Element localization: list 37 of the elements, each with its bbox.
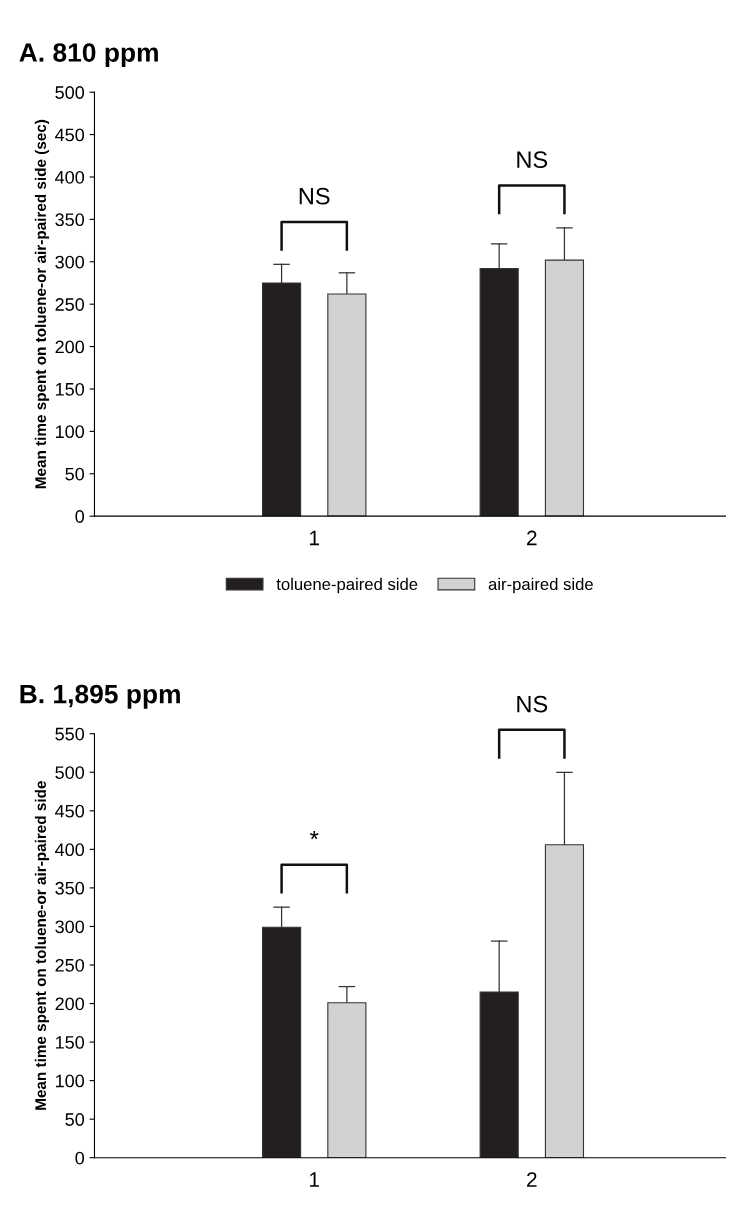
y-tick-label: 300 <box>55 255 85 269</box>
y-tick-label: 100 <box>56 425 85 439</box>
y-tick-label: 150 <box>56 382 85 396</box>
y-tick-label: 0 <box>75 510 85 523</box>
annotation: NS <box>299 187 330 205</box>
y-tick-label: 150 <box>56 1036 85 1049</box>
x-tick-label: 1 <box>310 1172 319 1187</box>
y-tick-label: 50 <box>65 467 85 481</box>
y-tick-label: 400 <box>55 843 85 857</box>
legend-label: air-paired side <box>488 577 593 594</box>
y-tick-label: 550 <box>55 727 85 741</box>
y-tick-label: 250 <box>55 298 85 311</box>
y-tick-label: 0 <box>75 1151 85 1165</box>
annotation: * <box>310 830 319 840</box>
chart-title: A. 810 ppm <box>19 43 158 68</box>
annotation: NS <box>517 151 548 169</box>
y-tick-label: 500 <box>55 766 85 779</box>
legend-label: toluene-paired side <box>276 577 418 594</box>
y-tick-label: 500 <box>55 86 85 99</box>
y-tick-label: 200 <box>55 340 85 354</box>
y-tick-label: 250 <box>55 958 85 972</box>
y-axis-title: Mean time spent on toluene-or air-paired side (sec) <box>34 119 50 489</box>
y-tick-label: 200 <box>55 997 85 1011</box>
y-tick-label: 300 <box>55 920 85 934</box>
x-tick-label: 2 <box>527 530 537 546</box>
y-tick-label: 350 <box>55 213 85 227</box>
y-tick-label: 50 <box>65 1113 85 1126</box>
y-axis-title: Mean time spent on toluene-or air-paired side <box>34 781 50 1110</box>
text: NS <box>517 695 548 713</box>
chart-title: B. 1,895 ppm <box>20 684 180 709</box>
y-tick-label: 450 <box>55 128 85 142</box>
x-tick-label: 2 <box>527 1172 537 1187</box>
y-tick-label: 100 <box>56 1074 85 1088</box>
x-tick-label: 1 <box>310 530 319 546</box>
y-tick-label: 450 <box>55 804 85 818</box>
y-tick-label: 350 <box>55 881 85 895</box>
y-tick-label: 400 <box>55 170 85 184</box>
